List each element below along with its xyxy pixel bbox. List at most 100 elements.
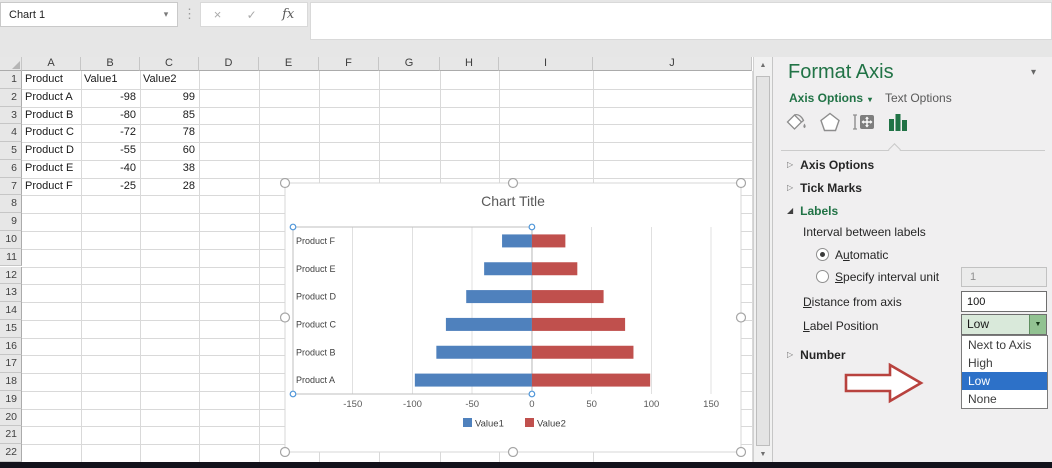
axis-selection-handle[interactable] (289, 223, 297, 231)
row-header-11[interactable]: 11 (0, 248, 22, 267)
chart-object[interactable]: Chart Title Product F Product E Product D Pr… (279, 177, 747, 458)
row-header-14[interactable]: 14 (0, 302, 22, 320)
dropdown-item-low[interactable]: Low (962, 372, 1047, 390)
legend-label[interactable]: Value2 (537, 419, 566, 430)
row-header-20[interactable]: 20 (0, 408, 22, 427)
radio-specify-interval[interactable] (816, 270, 829, 283)
col-header-C[interactable]: C (140, 57, 199, 71)
cell-B4[interactable]: -72 (120, 126, 136, 139)
row-header-13[interactable]: 13 (0, 284, 22, 303)
dropdown-item-none[interactable]: None (968, 392, 997, 406)
size-properties-icon[interactable] (851, 107, 876, 137)
bar-value1[interactable] (466, 290, 532, 304)
row-header-19[interactable]: 19 (0, 390, 22, 409)
bar-value1[interactable] (436, 345, 532, 359)
row-header-16[interactable]: 16 (0, 337, 22, 356)
row-header-8[interactable]: 8 (0, 195, 22, 214)
chart-title[interactable]: Chart Title (481, 193, 545, 209)
cell-A2[interactable]: Product A (25, 90, 73, 103)
col-header-E[interactable]: E (259, 57, 319, 71)
cell-B2[interactable]: -98 (120, 90, 136, 103)
row-header-3[interactable]: 3 (0, 106, 22, 125)
row-header-7[interactable]: 7 (0, 177, 22, 196)
col-header-J[interactable]: J (593, 57, 752, 71)
cell-C5[interactable]: 60 (182, 144, 195, 157)
cell-C6[interactable]: 38 (182, 161, 195, 174)
col-header-A[interactable]: A (22, 57, 81, 71)
col-header-D[interactable]: D (199, 57, 259, 71)
row-header-4[interactable]: 4 (0, 124, 22, 143)
row-header-21[interactable]: 21 (0, 426, 22, 445)
chart-selection-handle[interactable] (507, 177, 519, 189)
radio-automatic[interactable] (816, 248, 829, 261)
chart-selection-handle[interactable] (279, 312, 291, 323)
axis-selection-handle[interactable] (289, 390, 297, 398)
row-header-1[interactable]: 1 (0, 71, 22, 89)
bar-value2[interactable] (531, 345, 634, 359)
category-axis-label[interactable]: Product C (296, 319, 337, 329)
row-header-12[interactable]: 12 (0, 266, 22, 285)
chart-selection-handle[interactable] (507, 446, 519, 458)
tab-axis-options[interactable]: Axis Options ▾ (789, 91, 873, 105)
axis-selection-handle[interactable] (528, 223, 536, 231)
cell-C3[interactable]: 85 (182, 108, 195, 121)
chart-selection-handle[interactable] (735, 177, 747, 189)
dropdown-item-high[interactable]: High (968, 356, 993, 370)
value-axis-tick-label[interactable]: 150 (703, 399, 719, 410)
insert-function-icon[interactable]: fx (282, 7, 295, 22)
bar-value1[interactable] (484, 262, 532, 276)
axis-chart-icon[interactable] (885, 107, 910, 137)
scroll-up-icon[interactable]: ▲ (759, 62, 767, 69)
cell-C1[interactable]: Value2 (143, 73, 177, 85)
category-axis-label[interactable]: Product D (296, 292, 337, 302)
bar-value1[interactable] (445, 317, 532, 331)
col-header-I[interactable]: I (499, 57, 593, 71)
formula-bar-input[interactable] (310, 2, 1052, 40)
cancel-icon[interactable]: × (213, 7, 222, 22)
bar-value1[interactable] (502, 234, 532, 248)
select-all-corner[interactable] (0, 57, 22, 71)
chart-selection-handle[interactable] (735, 446, 747, 458)
cell-A7[interactable]: Product F (25, 179, 73, 192)
cell-A4[interactable]: Product C (25, 126, 74, 139)
chart-selection-handle[interactable] (279, 177, 291, 189)
col-header-B[interactable]: B (81, 57, 140, 71)
bar-value2[interactable] (531, 234, 566, 248)
effects-icon[interactable] (817, 107, 842, 137)
cell-C7[interactable]: 28 (182, 179, 195, 192)
legend-swatch[interactable] (525, 418, 534, 427)
bar-value2[interactable] (531, 262, 578, 276)
bar-value2[interactable] (531, 317, 626, 331)
bar-value2[interactable] (531, 290, 604, 304)
value-axis-tick-label[interactable]: -100 (403, 399, 422, 410)
value-axis-tick-label[interactable]: -150 (343, 399, 362, 410)
bar-value1[interactable] (414, 373, 532, 387)
legend-swatch[interactable] (463, 418, 472, 427)
section-axis-options[interactable]: ▷ Axis Options (787, 157, 875, 172)
cell-B6[interactable]: -40 (120, 161, 136, 174)
name-box[interactable]: Chart 1 ▾ (0, 2, 178, 27)
col-header-H[interactable]: H (440, 57, 499, 71)
col-header-F[interactable]: F (319, 57, 379, 71)
value-axis-tick-label[interactable]: 50 (586, 399, 597, 410)
category-axis-label[interactable]: Product A (296, 375, 335, 385)
cell-A6[interactable]: Product E (25, 161, 74, 174)
combobox-dropdown-button[interactable]: ▼ (1029, 315, 1046, 334)
cell-A1[interactable]: Product (25, 73, 63, 85)
section-labels[interactable]: ◢ Labels (787, 203, 839, 218)
row-header-18[interactable]: 18 (0, 373, 22, 391)
bar-value2[interactable] (531, 373, 651, 387)
value-axis-tick-label[interactable]: 100 (643, 399, 659, 410)
chart-selection-handle[interactable] (735, 312, 747, 323)
category-axis-label[interactable]: Product E (296, 264, 336, 274)
row-header-9[interactable]: 9 (0, 213, 22, 231)
category-axis-label[interactable]: Product F (296, 236, 336, 246)
cell-B5[interactable]: -55 (120, 144, 136, 157)
row-header-17[interactable]: 17 (0, 355, 22, 374)
enter-icon[interactable]: ✓ (246, 7, 257, 22)
pane-collapse-icon[interactable]: ▾ (1031, 67, 1037, 78)
cell-A3[interactable]: Product B (25, 108, 74, 121)
fill-line-icon[interactable] (783, 107, 808, 137)
cell-B7[interactable]: -25 (120, 179, 136, 192)
cell-B3[interactable]: -80 (120, 108, 136, 121)
